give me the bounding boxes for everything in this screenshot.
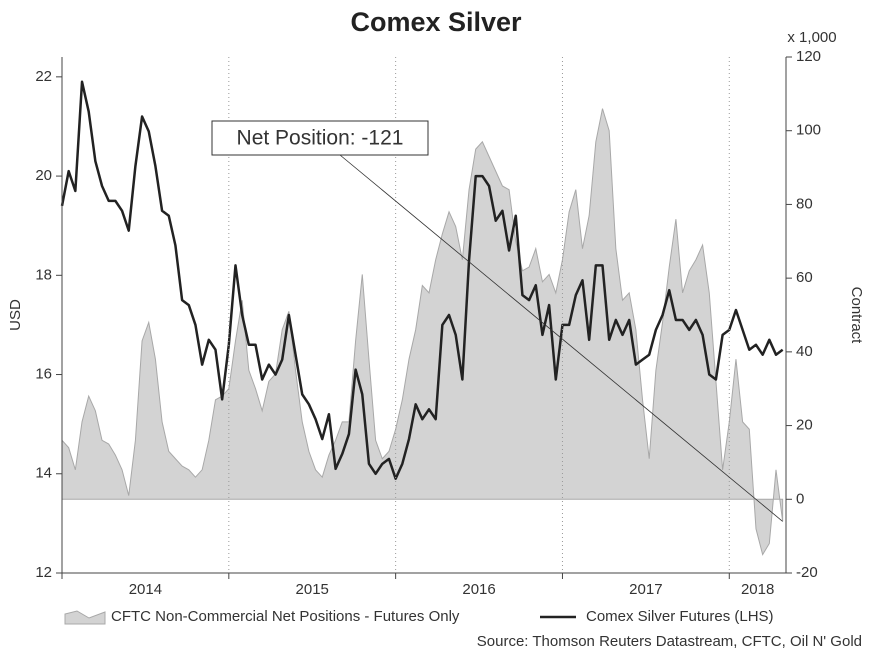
source: Source: Thomson Reuters Datastream, CFTC… — [477, 633, 862, 650]
y2-tick-label: 80 — [796, 195, 813, 212]
legend-label: CFTC Non-Commercial Net Positions - Futu… — [111, 608, 460, 625]
x-tick-label: 2018 — [741, 581, 774, 598]
annotation-box — [211, 120, 429, 156]
y-tick-label: 14 — [35, 465, 52, 482]
y2-tick-label: 100 — [796, 122, 821, 139]
y2-tick-label: 20 — [796, 417, 813, 434]
x-tick-label: 2017 — [629, 581, 662, 598]
x-tick-label: 2015 — [296, 581, 329, 598]
annotation: Net Position: -121 — [237, 127, 404, 150]
y-axis-label: USD — [7, 299, 24, 331]
line — [60, 80, 784, 480]
y-tick-label: 22 — [35, 68, 52, 85]
y-tick-label: 20 — [35, 167, 52, 184]
x-tick-label: 2014 — [129, 581, 162, 598]
legend-swatch — [64, 610, 106, 625]
y2-tick-label: 60 — [796, 269, 813, 286]
y-tick-label: 12 — [35, 564, 52, 581]
area — [61, 108, 784, 556]
y-tick-label: 18 — [35, 266, 52, 283]
x-tick-label: 2016 — [462, 581, 495, 598]
y2-tick-label: 40 — [796, 343, 813, 360]
y2-tick-label: 0 — [796, 490, 804, 507]
y2-tick-label: -20 — [796, 564, 818, 581]
y2-tick-label: 120 — [796, 48, 821, 65]
legend-label: Comex Silver Futures (LHS) — [586, 608, 774, 625]
y-tick-label: 16 — [35, 366, 52, 383]
chart-title: Comex Silver — [350, 7, 522, 37]
annotation-leader — [339, 154, 783, 522]
y2-unit: x 1,000 — [787, 29, 836, 46]
y2-axis-label: Contract — [848, 287, 865, 345]
